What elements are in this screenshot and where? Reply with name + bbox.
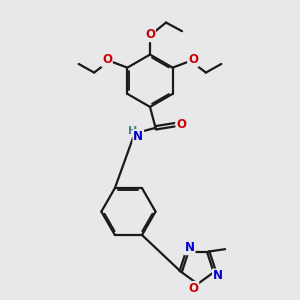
Text: N: N bbox=[213, 269, 223, 282]
Text: O: O bbox=[176, 118, 186, 131]
Text: N: N bbox=[133, 130, 143, 143]
Text: O: O bbox=[102, 53, 112, 67]
Text: O: O bbox=[145, 28, 155, 41]
Text: H: H bbox=[128, 126, 138, 136]
Text: O: O bbox=[188, 282, 198, 295]
Text: N: N bbox=[185, 242, 195, 254]
Text: O: O bbox=[188, 53, 198, 67]
